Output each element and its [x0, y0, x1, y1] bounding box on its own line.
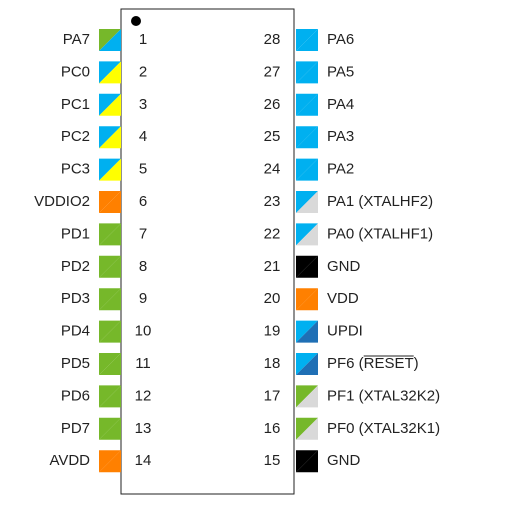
pin-number: 16	[264, 420, 281, 437]
pin-label: PD5	[61, 355, 90, 372]
pin-number: 24	[264, 161, 281, 178]
pin-label: GND	[327, 452, 361, 469]
pin-label: PD2	[61, 258, 90, 275]
pin-label: VDDIO2	[34, 193, 90, 210]
pin-label: PD3	[61, 290, 90, 307]
pin-number: 14	[135, 452, 152, 469]
pin-label: PF1 (XTAL32K2)	[327, 387, 440, 404]
pin-square	[296, 29, 318, 51]
pin-label: PF6 (RESET)	[327, 355, 419, 372]
pin-number: 28	[264, 31, 281, 48]
pin-square	[296, 126, 318, 149]
pin-number: 5	[139, 161, 147, 178]
pin-square	[99, 158, 121, 181]
pin-label: GND	[327, 258, 361, 275]
pin-label: PA0 (XTALHF1)	[327, 225, 433, 242]
pin-number: 6	[139, 193, 147, 210]
pin-square	[99, 417, 121, 440]
pin-number: 10	[135, 323, 152, 340]
pin-number: 21	[264, 258, 281, 275]
pin-square	[99, 353, 121, 375]
pin-number: 19	[264, 323, 281, 340]
pin-label: PA7	[63, 31, 90, 48]
pin-number: 11	[135, 355, 151, 372]
pin-square	[99, 255, 121, 278]
pin-number: 22	[264, 225, 281, 242]
pin-label: UPDI	[327, 323, 363, 340]
pin-number: 25	[264, 128, 281, 145]
pin-label: PC1	[61, 96, 90, 113]
pin-square	[99, 29, 121, 51]
pin-number: 3	[139, 96, 147, 113]
pin-number: 17	[264, 387, 281, 404]
pin-number: 8	[139, 258, 147, 275]
pin-number: 2	[139, 63, 147, 80]
pin-square	[296, 320, 318, 343]
pin-number: 7	[139, 225, 147, 242]
pin-number: 18	[264, 355, 281, 372]
pin-square	[99, 126, 121, 149]
pin-square	[296, 417, 318, 440]
pin-square	[99, 223, 121, 246]
pin-square	[296, 385, 318, 408]
pin-label: PA3	[327, 128, 354, 145]
pin-number: 1	[139, 31, 147, 48]
pin-number: 26	[264, 96, 281, 113]
pin-square	[296, 450, 318, 473]
pin-square	[296, 93, 318, 116]
pin1-marker	[131, 16, 141, 26]
pin-square	[296, 255, 318, 278]
pin-label: PA5	[327, 63, 354, 80]
pin-label: PA4	[327, 96, 354, 113]
pin-label: PA2	[327, 161, 354, 178]
pin-number: 4	[139, 128, 147, 145]
pin-number: 9	[139, 290, 147, 307]
pin-square	[99, 191, 121, 213]
pin-label: PC3	[61, 161, 90, 178]
pin-square	[99, 450, 121, 473]
pin-square	[99, 320, 121, 343]
pin-square	[296, 223, 318, 246]
pin-square	[99, 385, 121, 408]
pin-number: 15	[264, 452, 281, 469]
pin-square	[99, 61, 121, 84]
pin-number: 27	[264, 63, 281, 80]
pin-label: PA1 (XTALHF2)	[327, 193, 433, 210]
pin-label: PD6	[61, 387, 90, 404]
pin-number: 23	[264, 193, 281, 210]
pin-number: 20	[264, 290, 281, 307]
pin-label: PD1	[61, 225, 90, 242]
pin-square	[99, 288, 121, 311]
chip-body	[120, 8, 295, 495]
pin-square	[296, 353, 318, 375]
pin-square	[99, 93, 121, 116]
pin-square	[296, 255, 318, 278]
pin-label: PD4	[61, 323, 90, 340]
pin-label: PF0 (XTAL32K1)	[327, 420, 440, 437]
pin-square	[99, 255, 121, 278]
pin-number: 13	[135, 420, 152, 437]
pin-label: AVDD	[49, 452, 90, 469]
pin-square	[296, 158, 318, 181]
pin-label: VDD	[327, 290, 359, 307]
pin-square	[296, 61, 318, 84]
pin-label: PD7	[61, 420, 90, 437]
pin-square	[296, 191, 318, 213]
pin-label: PC2	[61, 128, 90, 145]
pin-number: 12	[135, 387, 152, 404]
pin-label: PC0	[61, 63, 90, 80]
pin-label: PA6	[327, 31, 354, 48]
pin-square	[296, 288, 318, 311]
